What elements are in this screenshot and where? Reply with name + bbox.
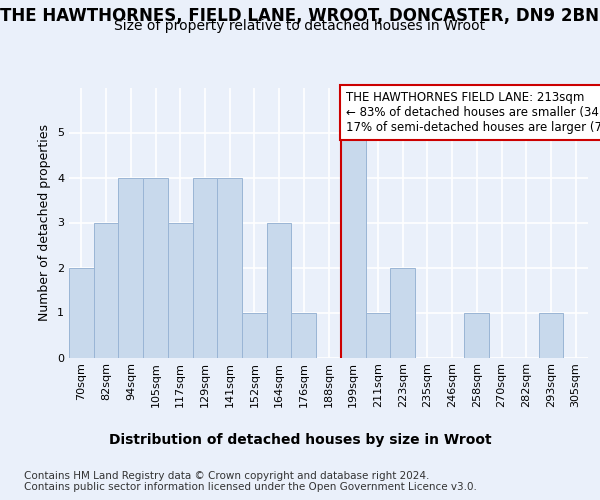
Bar [217,178,242,358]
Text: Distribution of detached houses by size in Wroot: Distribution of detached houses by size … [109,433,491,447]
Text: Size of property relative to detached houses in Wroot: Size of property relative to detached ho… [115,19,485,33]
Text: THE HAWTHORNES FIELD LANE: 213sqm
← 83% of detached houses are smaller (34)
17% : THE HAWTHORNES FIELD LANE: 213sqm ← 83% … [346,91,600,134]
Text: THE HAWTHORNES, FIELD LANE, WROOT, DONCASTER, DN9 2BN: THE HAWTHORNES, FIELD LANE, WROOT, DONCA… [1,8,599,26]
Y-axis label: Number of detached properties: Number of detached properties [38,124,52,321]
Bar [341,132,365,358]
Bar [267,222,292,358]
Bar [143,178,168,358]
Bar [69,268,94,358]
Bar [118,178,143,358]
Bar [242,312,267,358]
Bar [292,312,316,358]
Bar [193,178,217,358]
Text: Contains HM Land Registry data © Crown copyright and database right 2024.
Contai: Contains HM Land Registry data © Crown c… [24,471,477,492]
Bar [539,312,563,358]
Bar [390,268,415,358]
Bar [365,312,390,358]
Bar [464,312,489,358]
Bar [94,222,118,358]
Bar [168,222,193,358]
